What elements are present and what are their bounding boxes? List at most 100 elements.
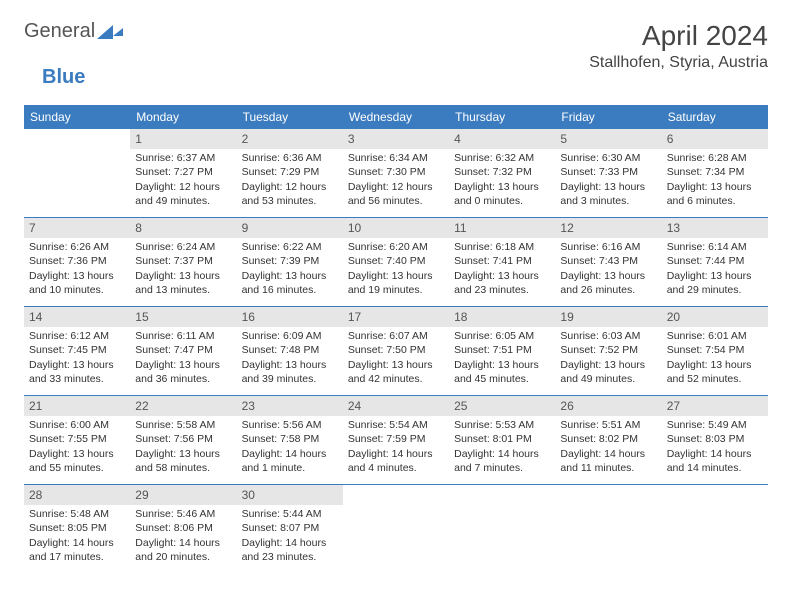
day-number: 24	[343, 396, 449, 416]
calendar-day: 14Sunrise: 6:12 AMSunset: 7:45 PMDayligh…	[24, 307, 130, 395]
daylight1-text: Daylight: 13 hours	[560, 358, 656, 372]
day-content: Sunrise: 5:58 AMSunset: 7:56 PMDaylight:…	[130, 416, 236, 479]
day-number: 11	[449, 218, 555, 238]
calendar-day: 17 Sunrise: 6:07 AMSunset: 7:50 PMDayligh…	[343, 307, 449, 395]
calendar-day: 9Sunrise: 6:22 AMSunset: 7:39 PMDaylight…	[237, 218, 343, 306]
calendar-day: 16Sunrise: 6:09 AMSunset: 7:48 PMDayligh…	[237, 307, 343, 395]
day-header: Wednesday	[343, 105, 449, 129]
sunrise-text: Sunrise: 6:00 AM	[29, 418, 125, 432]
sunrise-text: Sunrise: 6:01 AM	[667, 329, 763, 343]
sunset-text: Sunset: 7:50 PM	[348, 343, 444, 357]
sunrise-text: Sunrise: 5:56 AM	[242, 418, 338, 432]
daylight2-text: and 19 minutes.	[348, 283, 444, 297]
day-content: Sunrise: 5:46 AMSunset: 8:06 PMDaylight:…	[130, 505, 236, 568]
sunrise-text: Sunrise: 6:32 AM	[454, 151, 550, 165]
day-header: Tuesday	[237, 105, 343, 129]
sunrise-text: Sunrise: 6:37 AM	[135, 151, 231, 165]
daylight1-text: Daylight: 12 hours	[135, 180, 231, 194]
day-content: Sunrise: 6:00 AMSunset: 7:55 PMDaylight:…	[24, 416, 130, 479]
logo-text-1: General	[24, 20, 95, 43]
daylight1-text: Daylight: 14 hours	[454, 447, 550, 461]
day-number: 12	[555, 218, 661, 238]
daylight2-text: and 36 minutes.	[135, 372, 231, 386]
daylight2-text: and 53 minutes.	[242, 194, 338, 208]
calendar-body: 1Sunrise: 6:37 AMSunset: 7:27 PMDaylight…	[24, 129, 768, 573]
daylight2-text: and 42 minutes.	[348, 372, 444, 386]
sunset-text: Sunset: 7:40 PM	[348, 254, 444, 268]
daylight2-text: and 33 minutes.	[29, 372, 125, 386]
daylight1-text: Daylight: 13 hours	[29, 358, 125, 372]
daylight2-text: and 52 minutes.	[667, 372, 763, 386]
header: General April 2024 Stallhofen, Styria, A…	[24, 20, 768, 72]
sunset-text: Sunset: 7:34 PM	[667, 165, 763, 179]
day-content: Sunrise: 5:51 AMSunset: 8:02 PMDaylight:…	[555, 416, 661, 479]
sunrise-text: Sunrise: 6:34 AM	[348, 151, 444, 165]
daylight1-text: Daylight: 14 hours	[135, 536, 231, 550]
day-number: 13	[662, 218, 768, 238]
sunset-text: Sunset: 7:36 PM	[29, 254, 125, 268]
sunrise-text: Sunrise: 5:53 AM	[454, 418, 550, 432]
daylight1-text: Daylight: 13 hours	[667, 269, 763, 283]
sunrise-text: Sunrise: 5:54 AM	[348, 418, 444, 432]
sunset-text: Sunset: 7:54 PM	[667, 343, 763, 357]
day-content: Sunrise: 6:05 AMSunset: 7:51 PMDaylight:…	[449, 327, 555, 390]
calendar-day: 23Sunrise: 5:56 AMSunset: 7:58 PMDayligh…	[237, 396, 343, 484]
day-content: Sunrise: 6:36 AMSunset: 7:29 PMDaylight:…	[237, 149, 343, 212]
sunset-text: Sunset: 7:32 PM	[454, 165, 550, 179]
day-content: Sunrise: 6:28 AMSunset: 7:34 PMDaylight:…	[662, 149, 768, 212]
title-block: April 2024 Stallhofen, Styria, Austria	[589, 20, 768, 72]
daylight2-text: and 39 minutes.	[242, 372, 338, 386]
logo-text-2: Blue	[42, 66, 85, 88]
daylight1-text: Daylight: 13 hours	[29, 269, 125, 283]
daylight2-text: and 14 minutes.	[667, 461, 763, 475]
daylight2-text: and 23 minutes.	[454, 283, 550, 297]
daylight2-text: and 16 minutes.	[242, 283, 338, 297]
day-number: 20	[662, 307, 768, 327]
sunset-text: Sunset: 7:56 PM	[135, 432, 231, 446]
calendar-day: 19Sunrise: 6:03 AMSunset: 7:52 PMDayligh…	[555, 307, 661, 395]
sunset-text: Sunset: 8:07 PM	[242, 521, 338, 535]
calendar-week: 28Sunrise: 5:48 AMSunset: 8:05 PMDayligh…	[24, 484, 768, 573]
day-number: 22	[130, 396, 236, 416]
calendar-day: 28Sunrise: 5:48 AMSunset: 8:05 PMDayligh…	[24, 485, 130, 573]
day-header: Saturday	[662, 105, 768, 129]
calendar-header-row: Sunday Monday Tuesday Wednesday Thursday…	[24, 105, 768, 129]
sunset-text: Sunset: 7:41 PM	[454, 254, 550, 268]
daylight2-text: and 7 minutes.	[454, 461, 550, 475]
sunset-text: Sunset: 7:37 PM	[135, 254, 231, 268]
sunset-text: Sunset: 8:03 PM	[667, 432, 763, 446]
sunrise-text: Sunrise: 6:07 AM	[348, 329, 444, 343]
daylight1-text: Daylight: 14 hours	[348, 447, 444, 461]
daylight2-text: and 11 minutes.	[560, 461, 656, 475]
day-content: Sunrise: 6:30 AMSunset: 7:33 PMDaylight:…	[555, 149, 661, 212]
day-content: Sunrise: 5:54 AMSunset: 7:59 PMDaylight:…	[343, 416, 449, 479]
sunset-text: Sunset: 7:59 PM	[348, 432, 444, 446]
day-content: Sunrise: 6:34 AMSunset: 7:30 PMDaylight:…	[343, 149, 449, 212]
day-content: Sunrise: 5:48 AMSunset: 8:05 PMDaylight:…	[24, 505, 130, 568]
logo: General	[24, 20, 127, 43]
daylight1-text: Daylight: 14 hours	[242, 536, 338, 550]
day-number: 3	[343, 129, 449, 149]
daylight2-text: and 4 minutes.	[348, 461, 444, 475]
month-title: April 2024	[589, 20, 768, 52]
calendar-day: 29Sunrise: 5:46 AMSunset: 8:06 PMDayligh…	[130, 485, 236, 573]
day-number: 4	[449, 129, 555, 149]
calendar-day: 21Sunrise: 6:00 AMSunset: 7:55 PMDayligh…	[24, 396, 130, 484]
sunrise-text: Sunrise: 5:46 AM	[135, 507, 231, 521]
sunrise-text: Sunrise: 6:36 AM	[242, 151, 338, 165]
day-number: 16	[237, 307, 343, 327]
calendar-week: 1Sunrise: 6:37 AMSunset: 7:27 PMDaylight…	[24, 129, 768, 217]
sunrise-text: Sunrise: 6:09 AM	[242, 329, 338, 343]
daylight1-text: Daylight: 14 hours	[667, 447, 763, 461]
day-number: 5	[555, 129, 661, 149]
daylight1-text: Daylight: 13 hours	[348, 358, 444, 372]
day-content: Sunrise: 6:11 AMSunset: 7:47 PMDaylight:…	[130, 327, 236, 390]
daylight2-text: and 29 minutes.	[667, 283, 763, 297]
day-number: 23	[237, 396, 343, 416]
daylight1-text: Daylight: 13 hours	[667, 358, 763, 372]
calendar-day: 20 Sunrise: 6:01 AMSunset: 7:54 PMDayligh…	[662, 307, 768, 395]
sunrise-text: Sunrise: 6:12 AM	[29, 329, 125, 343]
sunrise-text: Sunrise: 5:51 AM	[560, 418, 656, 432]
day-number: 17	[343, 307, 449, 327]
day-number: 1	[130, 129, 236, 149]
